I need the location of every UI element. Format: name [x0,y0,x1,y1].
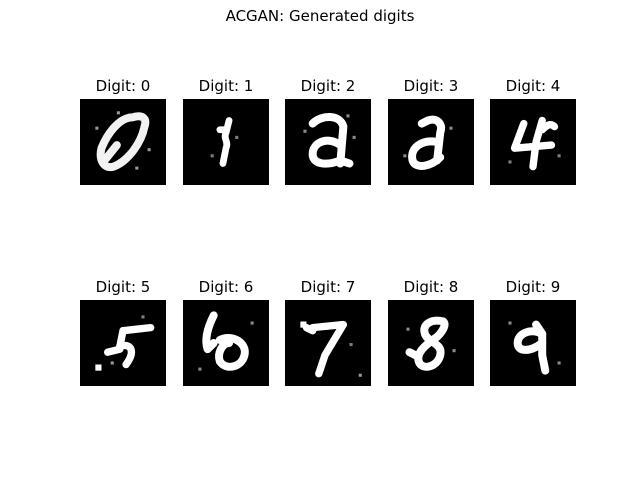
generated-digit-image [183,300,269,386]
panel-title: Digit: 1 [198,77,254,95]
generated-digit-image [183,99,269,185]
generated-digit-image [80,99,166,185]
figure-title: ACGAN: Generated digits [225,7,415,25]
panel-title: Digit: 6 [198,278,254,296]
panel-title: Digit: 9 [505,278,561,296]
panel-title: Digit: 0 [95,77,151,95]
generated-digit-image [388,300,474,386]
generated-digit-image [285,300,371,386]
panel-title: Digit: 4 [505,77,561,95]
panel-title: Digit: 7 [300,278,356,296]
generated-digit-image [285,99,371,185]
panel-title: Digit: 3 [403,77,459,95]
panel-title: Digit: 2 [300,77,356,95]
generated-digit-image [490,300,576,386]
panel-title: Digit: 5 [95,278,151,296]
panel-title: Digit: 8 [403,278,459,296]
generated-digit-image [80,300,166,386]
generated-digit-image [388,99,474,185]
generated-digit-image [490,99,576,185]
